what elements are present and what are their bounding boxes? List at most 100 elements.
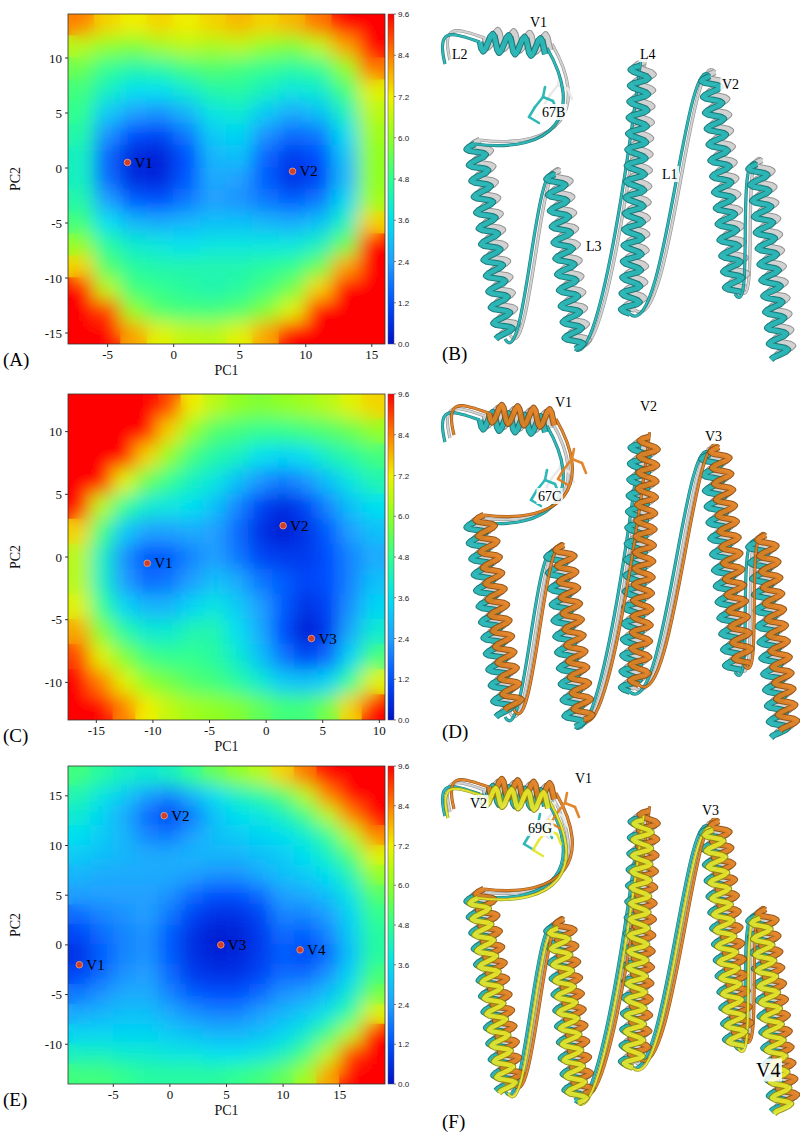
structure-label: V1 xyxy=(555,395,572,410)
cell-base xyxy=(279,57,307,80)
cell-base xyxy=(271,964,295,985)
cell xyxy=(90,569,114,595)
structure-overlay xyxy=(442,412,788,738)
cell-base xyxy=(113,619,137,645)
colorbar-tick xyxy=(394,964,396,965)
cell xyxy=(252,35,280,58)
cell-base xyxy=(181,1024,205,1045)
cell-base xyxy=(249,805,273,826)
cell xyxy=(271,885,295,906)
helix-outline xyxy=(489,405,554,427)
cell-base xyxy=(358,101,385,124)
cell xyxy=(316,644,340,670)
cell xyxy=(226,805,250,826)
cell-base xyxy=(135,766,159,786)
cell-base xyxy=(294,418,318,444)
cell xyxy=(199,14,227,37)
cell-base xyxy=(94,57,122,80)
cell-base xyxy=(120,211,148,234)
cell-base xyxy=(358,123,385,146)
state-point xyxy=(297,947,304,954)
cell xyxy=(252,255,280,278)
cell xyxy=(271,766,295,786)
cell xyxy=(113,865,137,886)
cell xyxy=(332,211,360,234)
helix xyxy=(480,34,545,56)
plot-area xyxy=(68,394,385,720)
label-patch xyxy=(661,166,680,182)
cell xyxy=(271,694,295,720)
cell-base xyxy=(226,35,254,58)
cell-base xyxy=(120,277,148,300)
cell-base xyxy=(181,1064,205,1084)
cell xyxy=(199,211,227,234)
cell-base xyxy=(158,984,182,1005)
cell xyxy=(358,277,385,300)
cell xyxy=(362,805,385,826)
cell xyxy=(158,519,182,545)
cell-base xyxy=(362,544,385,570)
cell-base xyxy=(120,255,148,278)
cell xyxy=(252,14,280,37)
cell-base xyxy=(339,865,363,886)
colorbar-tick xyxy=(394,14,396,15)
cell xyxy=(271,569,295,595)
cell-base xyxy=(158,519,182,545)
cell xyxy=(113,845,137,866)
y-tick-label: 5 xyxy=(56,487,63,502)
loop xyxy=(451,406,489,435)
cell xyxy=(147,57,175,80)
cell xyxy=(90,984,114,1005)
label-patch xyxy=(639,46,658,62)
cell-base xyxy=(271,569,295,595)
cell-base xyxy=(147,123,175,146)
colorbar-tick xyxy=(394,638,396,639)
structure-panel: V1L2L4V267BL1L3(B) xyxy=(442,14,793,365)
cell xyxy=(332,57,360,80)
cell-base xyxy=(294,1024,318,1045)
colorbar-tick xyxy=(394,344,396,345)
cell-base xyxy=(203,1024,227,1045)
cell xyxy=(249,694,273,720)
cell-base xyxy=(173,145,201,168)
cell xyxy=(249,1064,273,1084)
cell xyxy=(68,444,91,470)
cell xyxy=(358,299,385,322)
residue-stick xyxy=(545,470,547,480)
cell-base xyxy=(113,544,137,570)
cell-base xyxy=(249,644,273,670)
colorbar-tick xyxy=(394,55,396,56)
cell-base xyxy=(305,211,333,234)
cell-base xyxy=(181,594,205,620)
cell-base xyxy=(358,35,385,58)
cell xyxy=(332,277,360,300)
cell xyxy=(68,211,95,234)
y-tick-label: -5 xyxy=(51,987,62,1002)
cell-base xyxy=(135,444,159,470)
cell xyxy=(158,594,182,620)
cell-base xyxy=(249,984,273,1005)
state-point xyxy=(144,560,151,567)
cell xyxy=(113,766,137,786)
cell-base xyxy=(203,669,227,695)
cell-base xyxy=(252,14,280,37)
cell xyxy=(120,321,148,344)
cell xyxy=(203,785,227,806)
cell xyxy=(203,924,227,945)
cell-base xyxy=(181,766,205,786)
x-tick-label: -15 xyxy=(88,723,105,738)
cell xyxy=(68,321,95,344)
cell xyxy=(113,905,137,926)
cell xyxy=(90,669,114,695)
cell-base xyxy=(90,418,114,444)
cell xyxy=(68,1064,91,1084)
cell-base xyxy=(339,669,363,695)
cell-base xyxy=(316,1044,340,1065)
cell xyxy=(199,167,227,190)
cell-base xyxy=(252,79,280,102)
x-tick-label: 5 xyxy=(236,347,243,362)
cell xyxy=(158,494,182,520)
cell xyxy=(316,766,340,786)
cell-base xyxy=(316,865,340,886)
state-label: V3 xyxy=(318,631,336,647)
